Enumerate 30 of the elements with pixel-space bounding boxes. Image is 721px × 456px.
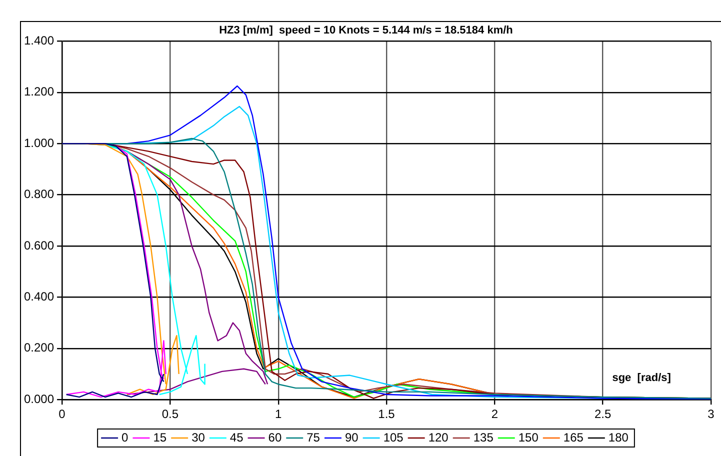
x-tick-label: 0.5 [162, 407, 179, 422]
x-tick-label: 1.5 [378, 407, 396, 422]
legend-label: 60 [268, 430, 282, 444]
legend-label: 120 [428, 430, 449, 444]
legend-label: 105 [383, 430, 404, 444]
legend-label: 180 [608, 430, 629, 444]
y-tick-label: 0.000 [24, 392, 54, 406]
legend-label: 90 [344, 430, 359, 444]
y-tick-label: 0.600 [24, 238, 54, 252]
x-tick-label: 2 [491, 407, 498, 422]
legend-label: 15 [153, 430, 167, 444]
legend-label: 135 [473, 430, 494, 444]
y-tick-label: 0.400 [24, 290, 54, 304]
x-tick-label: 1 [275, 407, 282, 422]
x-axis-title: sge [rad/s] [612, 372, 672, 384]
y-tick-label: 0.200 [24, 340, 54, 355]
legend-label: 150 [518, 430, 539, 444]
legend-label: 75 [306, 430, 320, 444]
chart-title: HZ3 [m/m] speed = 10 Knots = 5.144 m/s = 18.5184 km/h [219, 24, 514, 37]
x-tick-label: 3 [708, 407, 715, 422]
y-tick-label: 1.200 [24, 84, 54, 99]
x-tick-label: 0 [58, 407, 66, 422]
y-tick-label: 1.400 [24, 34, 54, 48]
legend-label: 30 [192, 430, 206, 444]
legend-label: 45 [230, 430, 244, 444]
legend-label: 165 [563, 430, 584, 444]
legend-label: 0 [122, 430, 129, 444]
x-tick-label: 2.5 [594, 407, 612, 422]
y-tick-label: 0.800 [24, 187, 54, 202]
y-tick-label: 1.000 [24, 136, 54, 150]
